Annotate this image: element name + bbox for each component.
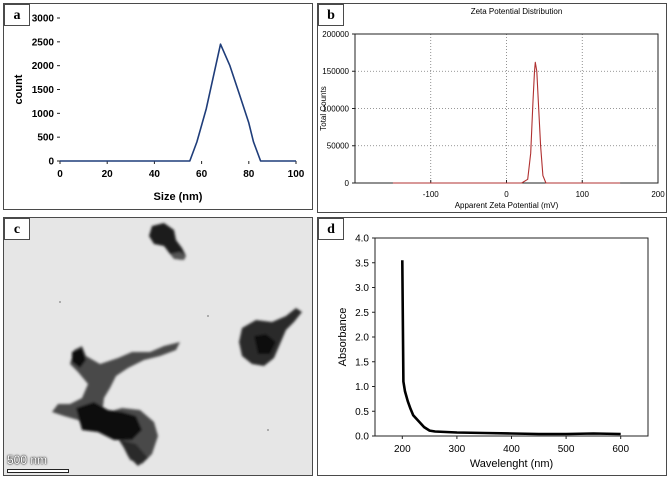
panel-tag-c: c: [4, 218, 30, 240]
panel-tag-a: a: [4, 4, 30, 26]
y-tick-label: 150000: [322, 67, 349, 76]
chart-title-b: Zeta Potential Distribution: [471, 7, 563, 16]
scale-bar: [7, 469, 69, 473]
x-tick-label: 20: [102, 169, 114, 180]
panel-tag-d: d: [318, 218, 344, 240]
y-tick-label: 50000: [327, 142, 350, 151]
y-tick-label: 200000: [322, 30, 349, 39]
y-tick-label: 500: [37, 133, 54, 144]
series-line-a: [60, 43, 296, 162]
panel-a: a 0 20 40 60 80 100 0 500 1000 1500 2000 2500 3000 Si…: [3, 3, 313, 210]
size-distribution-chart: 0 20 40 60 80 100050010001500200025003000Size…: [13, 14, 305, 204]
y-tick-label: 2.0: [355, 333, 369, 344]
panel-tag-b: b: [318, 4, 344, 26]
x-tick-label: -100: [423, 190, 440, 199]
x-axis-label: Size (nm): [154, 191, 203, 203]
y-tick-label: 1.0: [355, 382, 369, 393]
series-line-d: [401, 260, 621, 436]
y-tick-label: 0: [345, 179, 350, 188]
panel-b: b Zeta Potential Distribution -100 0 100 200…: [317, 3, 667, 213]
y-tick-label: 0.0: [355, 432, 369, 443]
y-tick-label: 1500: [32, 85, 55, 96]
x-tick-label: 400: [503, 444, 520, 455]
y-tick-label: 3000: [32, 14, 55, 25]
panel-c: c 500 nm: [3, 217, 313, 476]
x-tick-label: 200: [651, 190, 665, 199]
y-axis-label: Absorbance: [337, 308, 349, 367]
y-axis-label: Total Counts: [319, 86, 328, 130]
x-axis-label: Apparent Zeta Potential (mV): [455, 201, 559, 210]
y-tick-label: 2000: [32, 61, 55, 72]
zeta-potential-chart: Zeta Potential Distribution -100 0 100 200 0 5…: [319, 7, 665, 210]
x-tick-label: 200: [394, 444, 411, 455]
x-tick-label: 40: [149, 169, 161, 180]
x-tick-label: 80: [243, 169, 255, 180]
y-tick-label: 0: [48, 157, 54, 168]
series-line-b: [392, 61, 621, 184]
y-tick-label: 0.5: [355, 407, 369, 418]
x-tick-label: 100: [288, 169, 305, 180]
y-tick-label: 2.5: [355, 308, 369, 319]
y-tick-label: 4.0: [355, 234, 369, 245]
x-tick-label: 100: [576, 190, 590, 199]
plot-frame-d: [374, 237, 649, 437]
x-tick-label: 500: [558, 444, 575, 455]
tem-micrograph: [4, 218, 312, 475]
x-tick-label: 0: [504, 190, 509, 199]
x-tick-label: 60: [196, 169, 208, 180]
y-axis-label: count: [13, 74, 25, 104]
y-tick-label: 1000: [32, 109, 55, 120]
absorbance-chart: 200 300 400 500 600 0.0 0.5 1.0 1.5 2.0 2.5 3.0 3.5 4…: [337, 234, 649, 470]
x-tick-label: 600: [612, 444, 629, 455]
y-tick-label: 3.5: [355, 258, 369, 269]
y-tick-label: 100000: [322, 104, 349, 113]
x-tick-label: 0: [57, 169, 63, 180]
x-axis-label: Wavelenght (nm): [470, 458, 553, 470]
panel-d: d 200 300 400 500 600 0.0 0.5 1.0 1.5 2.0 2.5 3.0 3.…: [317, 217, 667, 476]
x-tick-label: 300: [449, 444, 466, 455]
y-tick-label: 3.0: [355, 283, 369, 294]
y-tick-label: 2500: [32, 37, 55, 48]
scale-bar-label: 500 nm: [7, 453, 48, 467]
y-tick-label: 1.5: [355, 357, 369, 368]
